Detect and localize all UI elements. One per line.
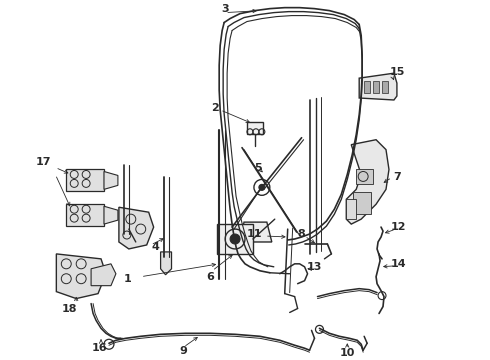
Polygon shape [66, 170, 104, 192]
Text: 7: 7 [393, 172, 401, 183]
Text: 16: 16 [91, 343, 107, 353]
Text: 18: 18 [62, 303, 77, 314]
Circle shape [259, 184, 265, 190]
Polygon shape [359, 73, 397, 100]
Polygon shape [217, 224, 253, 254]
Text: 15: 15 [389, 67, 405, 77]
Polygon shape [161, 252, 171, 275]
Polygon shape [91, 264, 116, 286]
Text: 12: 12 [391, 222, 407, 232]
Text: 17: 17 [36, 157, 51, 167]
Polygon shape [104, 206, 118, 224]
Text: 4: 4 [152, 242, 160, 252]
Polygon shape [346, 199, 356, 219]
Text: 8: 8 [298, 229, 305, 239]
Text: 13: 13 [307, 262, 322, 272]
Polygon shape [104, 171, 118, 189]
Text: 5: 5 [254, 162, 262, 172]
Polygon shape [373, 81, 379, 93]
Polygon shape [382, 81, 388, 93]
Text: 6: 6 [206, 272, 214, 282]
Polygon shape [346, 140, 389, 224]
Polygon shape [119, 207, 154, 249]
Polygon shape [56, 254, 106, 298]
Polygon shape [353, 192, 371, 214]
Text: 9: 9 [179, 346, 187, 356]
Text: 14: 14 [391, 259, 407, 269]
Text: 1: 1 [124, 274, 132, 284]
Circle shape [230, 234, 240, 244]
Polygon shape [66, 204, 104, 226]
Text: 3: 3 [221, 4, 229, 14]
Polygon shape [364, 81, 370, 93]
Text: 10: 10 [340, 348, 355, 358]
Polygon shape [356, 170, 373, 184]
Polygon shape [247, 122, 263, 134]
Text: 2: 2 [211, 103, 219, 113]
Polygon shape [240, 222, 272, 242]
Text: 11: 11 [247, 229, 263, 239]
